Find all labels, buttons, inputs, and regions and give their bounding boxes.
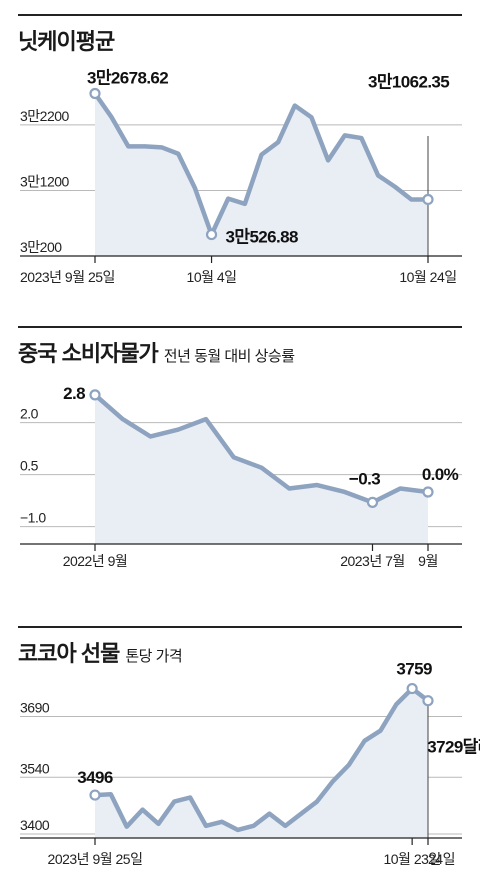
data-label: 3만526.88 [226, 228, 298, 247]
chart-title: 중국 소비자물가 전년 동월 대비 상승률 [18, 341, 295, 366]
data-point-marker [422, 193, 434, 206]
data-point-marker [422, 695, 434, 707]
chart-subtitle: 전년 동월 대비 상승률 [163, 348, 295, 365]
data-label: 3496 [77, 768, 113, 787]
y-tick-label: −1.0 [20, 510, 46, 526]
area-fill [95, 93, 428, 256]
data-label: 3만2678.62 [87, 69, 168, 88]
cocoa-panel: 코코아 선물 톤당 가격 3400 3540 3690 2023년 9월 25일 10월 … [0, 626, 480, 886]
data-label: 3729달러 [427, 737, 480, 757]
data-point-marker [366, 496, 379, 508]
data-point-marker [205, 228, 218, 241]
x-tick-label: 10월 24일 [399, 269, 456, 285]
x-tick-label: 10월 23일 [383, 851, 440, 867]
china-cpi-chart: −1.0 0.5 2.0 2022년 9월 2023년 7월 9월 2.8 −0.3 0.0% [20, 384, 462, 569]
panel-divider [18, 626, 462, 628]
y-tick-label: 3690 [20, 700, 50, 716]
chart-title: 코코아 선물 톤당 가격 [18, 641, 183, 666]
series-line [92, 686, 431, 833]
data-label: 2.8 [63, 384, 85, 403]
y-tick-label: 3만2200 [20, 108, 70, 124]
nikkei-chart: 3만200 3만1200 3만2200 2023년 9월 25일 10월 4일 10월 2… [20, 69, 462, 285]
y-tick-label: 2.0 [20, 406, 39, 422]
chart-subtitle: 톤당 가격 [125, 648, 183, 665]
data-point-marker [89, 789, 101, 801]
data-label: 3759 [396, 660, 432, 679]
data-point-marker [89, 87, 101, 100]
y-tick-label: 0.5 [20, 458, 39, 474]
x-tick-label: 2023년 7월 [340, 553, 405, 569]
chart-title: 닛케이평균 [18, 29, 115, 54]
y-tick-label: 3400 [20, 817, 50, 833]
data-label: 3만1062.35 [368, 72, 449, 91]
panel-divider [18, 326, 462, 328]
x-tick-label: 10월 4일 [187, 269, 237, 285]
data-point-marker [422, 486, 434, 498]
series-line [92, 91, 431, 237]
area-fill [95, 688, 428, 838]
y-tick-label: 3540 [20, 760, 50, 776]
x-tick-label: 2023년 9월 25일 [20, 269, 115, 285]
data-label: −0.3 [349, 469, 380, 488]
x-tick-label: 2022년 9월 [63, 553, 128, 569]
china-cpi-panel: 중국 소비자물가 전년 동월 대비 상승률 −1.0 0.5 2.0 2022년 9월 2… [0, 326, 480, 591]
x-tick-label: 9월 [418, 553, 438, 569]
x-tick-label: 2023년 9월 25일 [48, 851, 143, 867]
data-point-marker [89, 389, 101, 401]
y-tick-label: 3만1200 [20, 173, 70, 189]
y-tick-label: 3만200 [20, 239, 62, 255]
nikkei-panel: 닛케이평균 3만200 3만1200 3만2200 2023년 9월 25일 10월 4… [0, 14, 480, 285]
panel-divider [18, 14, 462, 16]
data-point-marker [406, 682, 418, 695]
x-tick-label: 24일 [428, 851, 455, 867]
data-label: 0.0% [422, 465, 459, 484]
